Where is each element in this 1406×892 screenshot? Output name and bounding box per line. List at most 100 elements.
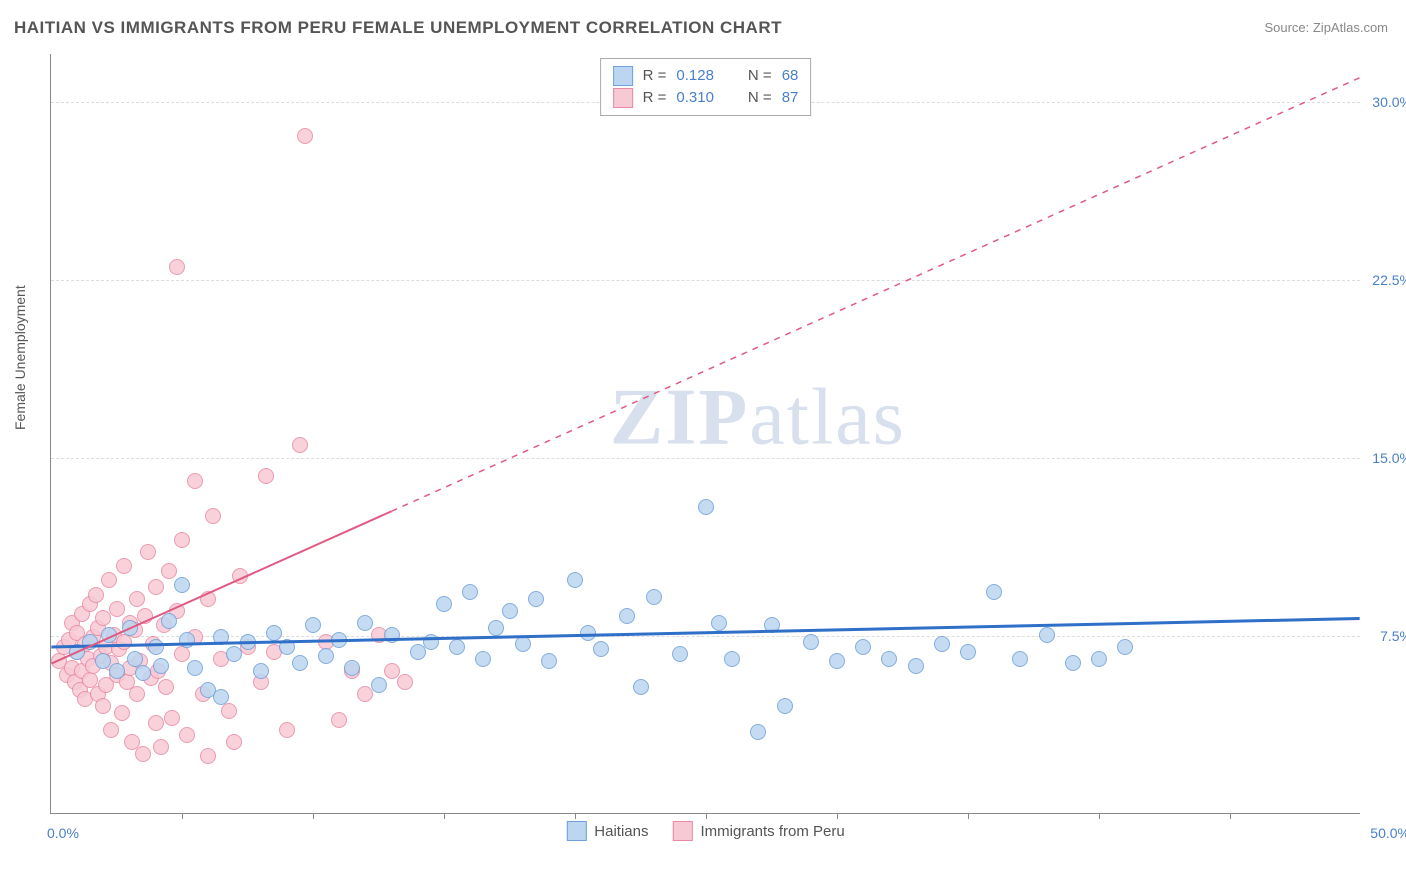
data-point xyxy=(174,532,190,548)
data-point xyxy=(371,677,387,693)
data-point xyxy=(881,651,897,667)
data-point xyxy=(226,646,242,662)
data-point xyxy=(82,634,98,650)
legend-row-haitians: R = 0.128 N = 68 xyxy=(613,65,799,87)
x-tick xyxy=(837,813,838,819)
data-point xyxy=(515,636,531,652)
data-point xyxy=(292,655,308,671)
data-point xyxy=(777,698,793,714)
data-point xyxy=(475,651,491,667)
data-point xyxy=(101,572,117,588)
data-point xyxy=(986,584,1002,600)
data-point xyxy=(960,644,976,660)
legend-item-peru: Immigrants from Peru xyxy=(673,821,845,841)
data-point xyxy=(449,639,465,655)
legend-swatch-peru xyxy=(673,821,693,841)
chart-title: HAITIAN VS IMMIGRANTS FROM PERU FEMALE U… xyxy=(14,18,782,38)
data-point xyxy=(619,608,635,624)
data-point xyxy=(109,601,125,617)
x-tick-min: 0.0% xyxy=(47,825,79,841)
data-point xyxy=(137,608,153,624)
data-point xyxy=(258,468,274,484)
data-point xyxy=(187,660,203,676)
x-tick xyxy=(313,813,314,819)
data-point xyxy=(292,437,308,453)
data-point xyxy=(158,679,174,695)
data-point xyxy=(135,746,151,762)
y-tick-label: 30.0% xyxy=(1372,94,1406,110)
data-point xyxy=(1091,651,1107,667)
data-point xyxy=(221,703,237,719)
x-tick xyxy=(444,813,445,819)
data-point xyxy=(116,558,132,574)
n-label: N = xyxy=(748,65,772,87)
data-point xyxy=(357,615,373,631)
watermark-light: atlas xyxy=(749,374,906,462)
data-point xyxy=(331,712,347,728)
data-point xyxy=(1039,627,1055,643)
series-legend: Haitians Immigrants from Peru xyxy=(566,821,844,841)
x-tick xyxy=(706,813,707,819)
x-tick xyxy=(968,813,969,819)
y-tick-label: 22.5% xyxy=(1372,272,1406,288)
r-label: R = xyxy=(643,65,667,87)
data-point xyxy=(161,563,177,579)
legend-item-haitians: Haitians xyxy=(566,821,648,841)
data-point xyxy=(148,639,164,655)
data-point xyxy=(318,648,334,664)
data-point xyxy=(205,508,221,524)
data-point xyxy=(114,705,130,721)
data-point xyxy=(934,636,950,652)
data-point xyxy=(232,568,248,584)
x-tick xyxy=(1230,813,1231,819)
data-point xyxy=(266,625,282,641)
data-point xyxy=(253,663,269,679)
data-point xyxy=(384,627,400,643)
series-name-peru: Immigrants from Peru xyxy=(701,823,845,840)
data-point xyxy=(502,603,518,619)
data-point xyxy=(101,627,117,643)
legend-swatch-haitians xyxy=(566,821,586,841)
data-point xyxy=(200,748,216,764)
data-point xyxy=(646,589,662,605)
data-point xyxy=(279,639,295,655)
data-point xyxy=(240,634,256,650)
data-point xyxy=(213,629,229,645)
source-label: Source: ZipAtlas.com xyxy=(1264,20,1388,35)
n-value-haitians: 68 xyxy=(782,65,799,87)
watermark: ZIPatlas xyxy=(610,373,906,464)
data-point xyxy=(103,722,119,738)
data-point xyxy=(187,473,203,489)
trend-lines xyxy=(51,54,1360,813)
r-value-peru: 0.310 xyxy=(676,87,714,109)
data-point xyxy=(764,617,780,633)
data-point xyxy=(593,641,609,657)
data-point xyxy=(140,544,156,560)
data-point xyxy=(297,128,313,144)
data-point xyxy=(174,646,190,662)
series-name-haitians: Haitians xyxy=(594,823,648,840)
data-point xyxy=(384,663,400,679)
x-tick xyxy=(575,813,576,819)
chart-area: ZIPatlas R = 0.128 N = 68 R = 0.310 N = … xyxy=(50,54,1360,814)
data-point xyxy=(1065,655,1081,671)
data-point xyxy=(462,584,478,600)
data-point xyxy=(213,689,229,705)
data-point xyxy=(148,579,164,595)
data-point xyxy=(633,679,649,695)
r-label: R = xyxy=(643,87,667,109)
data-point xyxy=(711,615,727,631)
data-point xyxy=(169,259,185,275)
data-point xyxy=(1117,639,1133,655)
data-point xyxy=(200,591,216,607)
x-tick xyxy=(1099,813,1100,819)
y-tick-label: 15.0% xyxy=(1372,450,1406,466)
data-point xyxy=(331,632,347,648)
data-point xyxy=(148,715,164,731)
x-tick-max: 50.0% xyxy=(1370,825,1406,841)
data-point xyxy=(698,499,714,515)
data-point xyxy=(580,625,596,641)
data-point xyxy=(95,698,111,714)
gridline xyxy=(51,280,1360,281)
data-point xyxy=(135,665,151,681)
